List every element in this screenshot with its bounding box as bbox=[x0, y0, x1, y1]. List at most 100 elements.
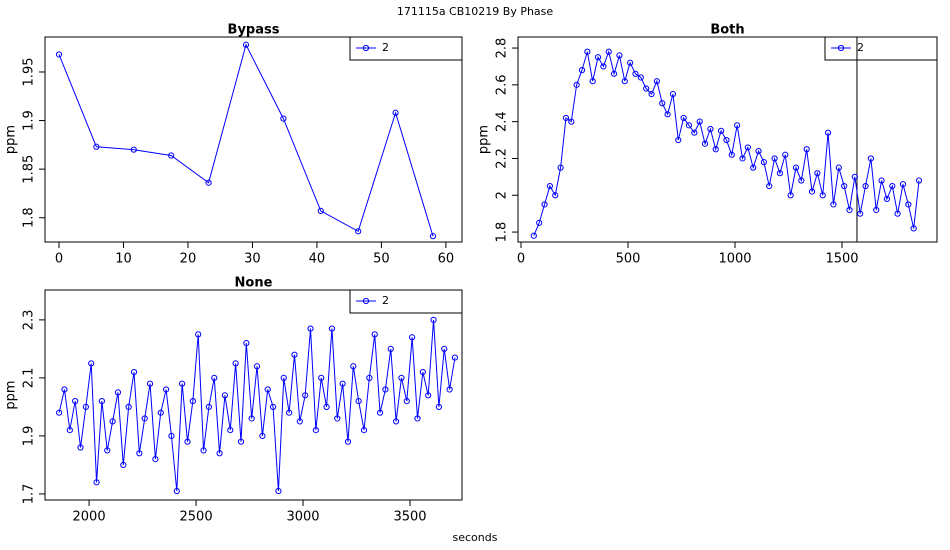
legend-label: 2 bbox=[382, 294, 389, 307]
point bbox=[894, 210, 901, 217]
point bbox=[578, 67, 586, 74]
y-tick-label: 2.6 bbox=[495, 75, 510, 96]
point bbox=[227, 426, 234, 434]
point bbox=[168, 432, 175, 439]
point bbox=[723, 136, 730, 144]
panel-title: None bbox=[235, 276, 273, 291]
y-tick-label: 2.4 bbox=[495, 111, 510, 132]
x-tick-label: 30 bbox=[244, 252, 261, 267]
point bbox=[568, 118, 575, 125]
point bbox=[157, 409, 164, 416]
y-tick-label: 1.7 bbox=[22, 484, 37, 505]
x-tick-label: 0 bbox=[517, 252, 525, 267]
point bbox=[712, 146, 719, 153]
point bbox=[685, 122, 693, 129]
point bbox=[286, 409, 293, 416]
point bbox=[760, 159, 767, 166]
point bbox=[889, 182, 896, 190]
point bbox=[562, 114, 570, 122]
point bbox=[242, 41, 250, 48]
page-title: 171115a CB10219 By Phase bbox=[397, 5, 554, 18]
y-axis-label: ppm bbox=[4, 380, 19, 409]
series-line bbox=[58, 319, 456, 492]
plot-frame bbox=[517, 36, 938, 243]
point bbox=[189, 397, 196, 405]
point bbox=[857, 210, 864, 217]
point bbox=[392, 109, 399, 116]
point bbox=[205, 403, 212, 410]
point bbox=[600, 63, 607, 70]
y-tick-label: 1.9 bbox=[22, 110, 37, 131]
point bbox=[280, 115, 287, 122]
x-tick-label: 1000 bbox=[718, 252, 751, 267]
y-axis-label: ppm bbox=[477, 125, 492, 154]
point bbox=[594, 54, 602, 61]
point bbox=[744, 144, 751, 151]
point bbox=[717, 127, 725, 134]
x-tick-label: 500 bbox=[616, 252, 641, 267]
point bbox=[355, 228, 362, 235]
point bbox=[376, 409, 384, 416]
point bbox=[632, 70, 639, 77]
point bbox=[130, 368, 138, 376]
point bbox=[536, 219, 543, 226]
point bbox=[216, 450, 223, 457]
legend-label: 2 bbox=[382, 41, 389, 54]
y-tick-label: 2.2 bbox=[495, 148, 510, 169]
point bbox=[680, 114, 687, 122]
point bbox=[205, 179, 212, 186]
point bbox=[430, 316, 437, 323]
legend-label: 2 bbox=[857, 41, 864, 54]
point bbox=[851, 173, 858, 180]
point bbox=[195, 331, 202, 338]
y-tick-label: 2.1 bbox=[22, 368, 37, 389]
point bbox=[734, 122, 741, 129]
point bbox=[846, 206, 853, 214]
point bbox=[82, 403, 89, 410]
point bbox=[280, 374, 287, 381]
y-tick-label: 1.85 bbox=[22, 155, 37, 184]
point bbox=[387, 345, 394, 352]
x-tick-label: 1500 bbox=[825, 252, 858, 267]
point bbox=[269, 403, 277, 410]
point bbox=[253, 363, 261, 370]
point bbox=[696, 118, 703, 125]
point bbox=[323, 403, 330, 410]
x-tick-label: 10 bbox=[115, 252, 132, 267]
point bbox=[541, 201, 548, 208]
x-tick-label: 20 bbox=[180, 252, 197, 267]
point bbox=[72, 397, 79, 405]
point bbox=[584, 48, 591, 55]
point bbox=[360, 426, 368, 434]
x-axis-label: seconds bbox=[453, 531, 498, 544]
point bbox=[873, 206, 880, 214]
y-tick-label: 2 bbox=[495, 191, 510, 199]
point bbox=[589, 78, 596, 85]
point bbox=[179, 380, 186, 387]
plot-frame bbox=[44, 289, 463, 501]
point bbox=[243, 339, 250, 347]
point bbox=[291, 351, 298, 358]
point bbox=[318, 374, 325, 381]
point bbox=[867, 155, 874, 162]
point bbox=[771, 155, 778, 162]
point bbox=[350, 363, 357, 370]
point bbox=[382, 386, 389, 393]
x-tick-label: 3000 bbox=[286, 510, 319, 525]
point bbox=[200, 447, 207, 454]
point bbox=[328, 325, 336, 332]
point bbox=[88, 360, 95, 367]
panel-title: Both bbox=[710, 23, 744, 38]
legend-box bbox=[349, 36, 463, 61]
point bbox=[792, 164, 800, 171]
y-tick-label: 1.8 bbox=[495, 222, 510, 243]
legend-box bbox=[824, 36, 938, 61]
point bbox=[819, 192, 826, 199]
point bbox=[808, 188, 816, 195]
point bbox=[98, 397, 106, 405]
point bbox=[830, 201, 837, 208]
point bbox=[669, 90, 677, 98]
point bbox=[61, 386, 68, 393]
point bbox=[755, 147, 762, 155]
